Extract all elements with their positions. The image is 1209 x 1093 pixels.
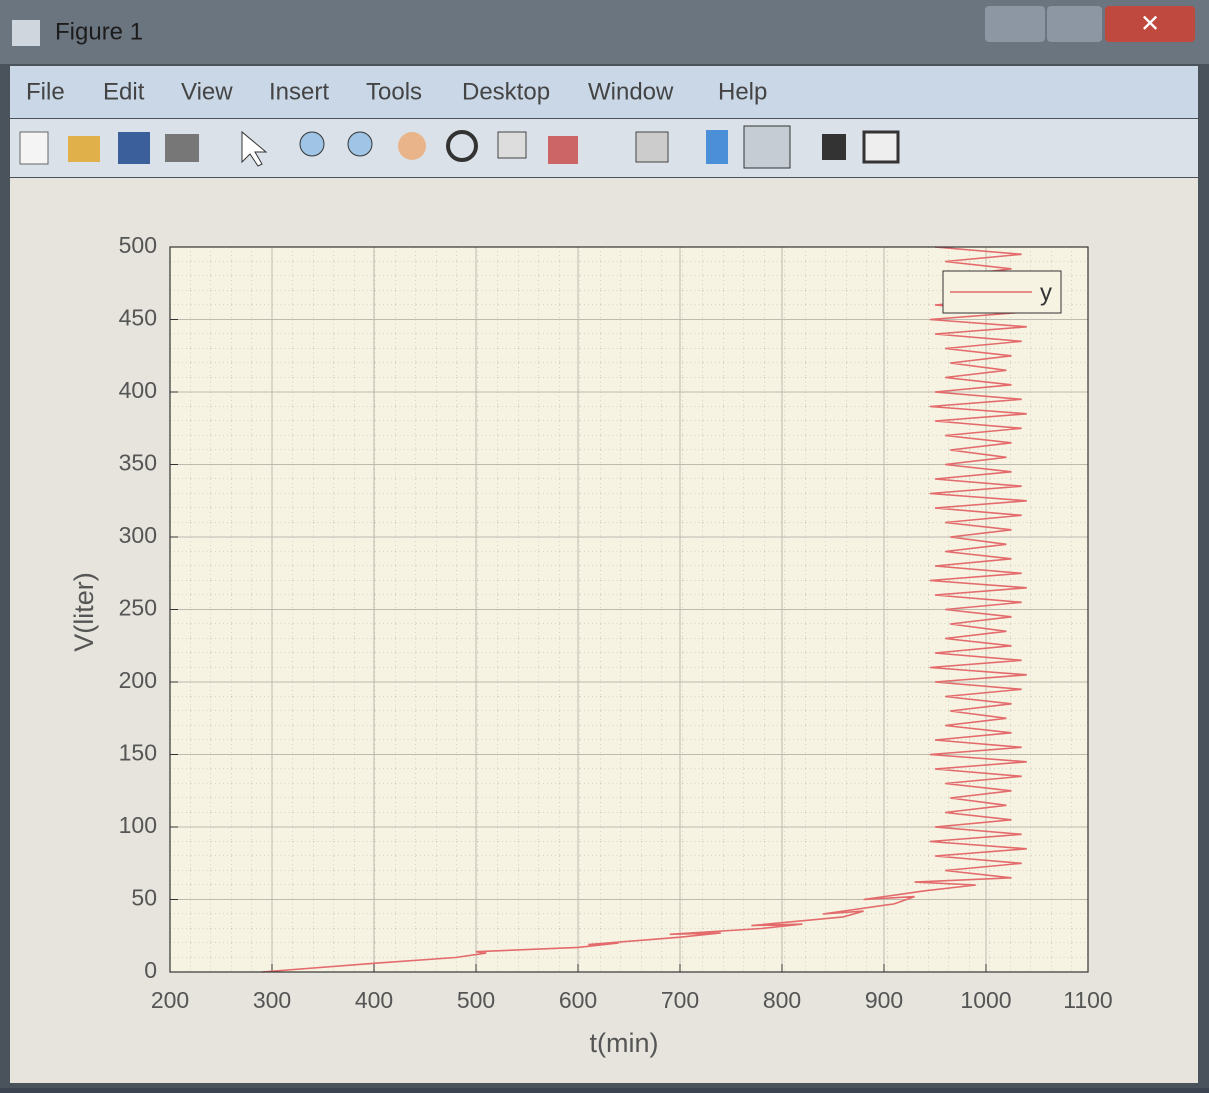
maximize-button[interactable] [1047, 6, 1102, 42]
menu-item[interactable]: View [181, 78, 233, 105]
hide-tools-icon[interactable] [822, 134, 846, 160]
save-icon[interactable] [118, 132, 150, 164]
y-tick-label: 200 [119, 667, 157, 693]
link-icon[interactable] [636, 132, 668, 162]
y-tick-label: 450 [119, 305, 157, 331]
y-tick-label: 0 [144, 957, 157, 983]
legend-label: y [1040, 279, 1052, 306]
menu-item[interactable]: Desktop [462, 78, 550, 105]
close-icon: ✕ [1140, 10, 1160, 37]
y-axis-label: V(liter) [69, 572, 99, 652]
x-tick-label: 1000 [960, 987, 1011, 1013]
open-icon[interactable] [68, 136, 100, 162]
window-title: Figure 1 [55, 18, 143, 45]
page: {"window": {"title": "Figure 1", "menu":… [0, 0, 1209, 1088]
y-tick-label: 150 [119, 740, 157, 766]
app-icon [12, 20, 40, 46]
x-tick-label: 800 [763, 987, 801, 1013]
pan-icon[interactable] [398, 132, 426, 160]
x-tick-label: 500 [457, 987, 495, 1013]
new-icon[interactable] [20, 132, 48, 164]
x-tick-label: 400 [355, 987, 393, 1013]
y-tick-label: 500 [119, 232, 157, 258]
y-tick-label: 300 [119, 522, 157, 548]
menu-item[interactable]: Insert [269, 78, 329, 105]
x-tick-label: 300 [253, 987, 291, 1013]
legend: y [943, 271, 1061, 313]
y-tick-label: 400 [119, 377, 157, 403]
y-tick-label: 50 [131, 885, 157, 911]
zoom-in-icon[interactable] [300, 132, 324, 156]
colorbar-icon[interactable] [706, 130, 728, 164]
zoom-out-icon[interactable] [348, 132, 372, 156]
x-tick-label: 200 [151, 987, 189, 1013]
x-tick-label: 700 [661, 987, 699, 1013]
print-icon[interactable] [165, 134, 199, 162]
menu-item[interactable]: Edit [103, 78, 145, 105]
x-tick-label: 1100 [1063, 987, 1112, 1013]
datatip-icon[interactable] [498, 132, 526, 158]
menu-item[interactable]: File [26, 78, 65, 105]
y-tick-label: 350 [119, 450, 157, 476]
dock-icon[interactable] [864, 132, 898, 162]
minimize-button[interactable] [985, 6, 1045, 42]
legend-icon[interactable] [744, 126, 790, 168]
x-tick-label: 900 [865, 987, 903, 1013]
figure-window: Figure 1 ✕ 20030040050060070080090010001… [0, 0, 1209, 1088]
x-tick-label: 600 [559, 987, 597, 1013]
menu-item[interactable]: Window [588, 78, 674, 105]
menu-item[interactable]: Help [718, 78, 767, 105]
menu-item[interactable]: Tools [366, 78, 422, 105]
y-tick-label: 250 [119, 595, 157, 621]
y-tick-label: 100 [119, 812, 157, 838]
brush-icon[interactable] [548, 136, 578, 164]
x-axis-label: t(min) [590, 1028, 659, 1058]
